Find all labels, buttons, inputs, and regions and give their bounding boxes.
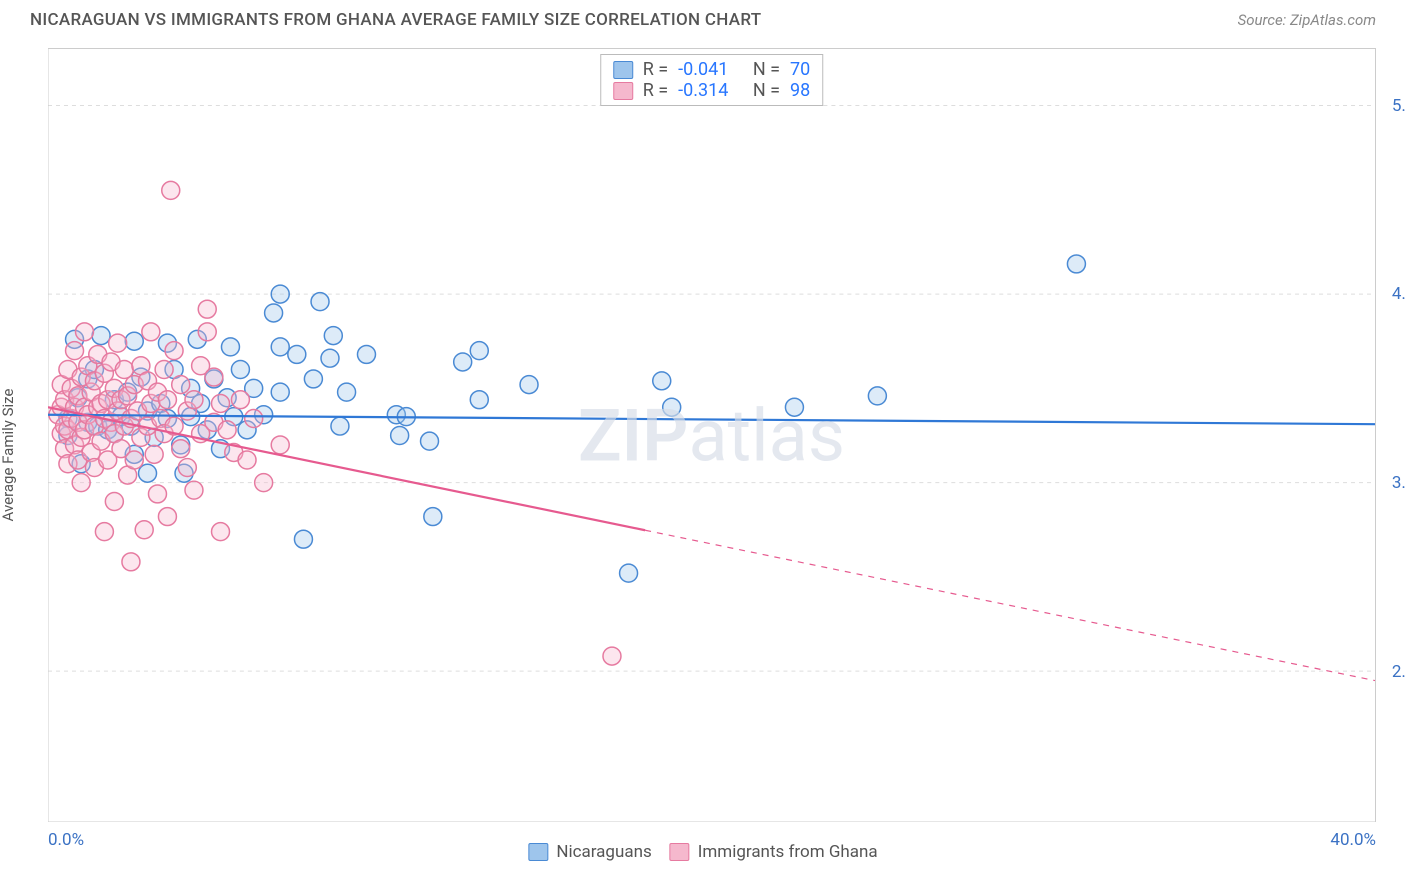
plot-area: ZIPatlas R = -0.041 N = 70 R = -0.314 N … (48, 48, 1376, 822)
y-tick-label: 5.00 (1392, 96, 1406, 116)
plot-wrapper: ZIPatlas R = -0.041 N = 70 R = -0.314 N … (48, 48, 1376, 822)
stat-swatch-1 (613, 82, 633, 100)
legend-label-1: Immigrants from Ghana (698, 842, 878, 862)
stat-swatch-0 (613, 61, 633, 79)
x-tick-label: 40.0% (1330, 830, 1376, 850)
chart-title: NICARAGUAN VS IMMIGRANTS FROM GHANA AVER… (30, 10, 761, 30)
chart-svg (48, 49, 1375, 822)
legend-item-0: Nicaraguans (528, 842, 651, 862)
source-prefix: Source: (1238, 11, 1290, 29)
x-tick-label: 0.0% (48, 830, 84, 850)
legend-swatch-0 (528, 843, 548, 861)
r-value-1: -0.314 (678, 80, 728, 101)
r-label: R = (643, 59, 668, 80)
stat-legend: R = -0.041 N = 70 R = -0.314 N = 98 (600, 54, 824, 106)
n-label: N = (753, 59, 780, 80)
source-link[interactable]: ZipAtlas.com (1290, 11, 1376, 29)
y-axis-label: Average Family Size (0, 389, 17, 522)
legend-item-1: Immigrants from Ghana (670, 842, 878, 862)
stat-row-1: R = -0.314 N = 98 (613, 80, 811, 101)
source-attribution: Source: ZipAtlas.com (1238, 11, 1376, 29)
legend-label-0: Nicaraguans (556, 842, 651, 862)
r-label: R = (643, 80, 668, 101)
y-tick-label: 2.00 (1392, 662, 1406, 682)
legend-swatch-1 (670, 843, 690, 861)
title-bar: NICARAGUAN VS IMMIGRANTS FROM GHANA AVER… (0, 0, 1406, 30)
y-tick-label: 3.00 (1392, 473, 1406, 493)
bottom-legend: Nicaraguans Immigrants from Ghana (528, 842, 877, 862)
stat-row-0: R = -0.041 N = 70 (613, 59, 811, 80)
chart-container: NICARAGUAN VS IMMIGRANTS FROM GHANA AVER… (0, 0, 1406, 892)
r-value-0: -0.041 (678, 59, 728, 80)
n-value-0: 70 (790, 59, 810, 80)
y-tick-label: 4.00 (1392, 284, 1406, 304)
n-value-1: 98 (790, 80, 810, 101)
n-label: N = (753, 80, 780, 101)
